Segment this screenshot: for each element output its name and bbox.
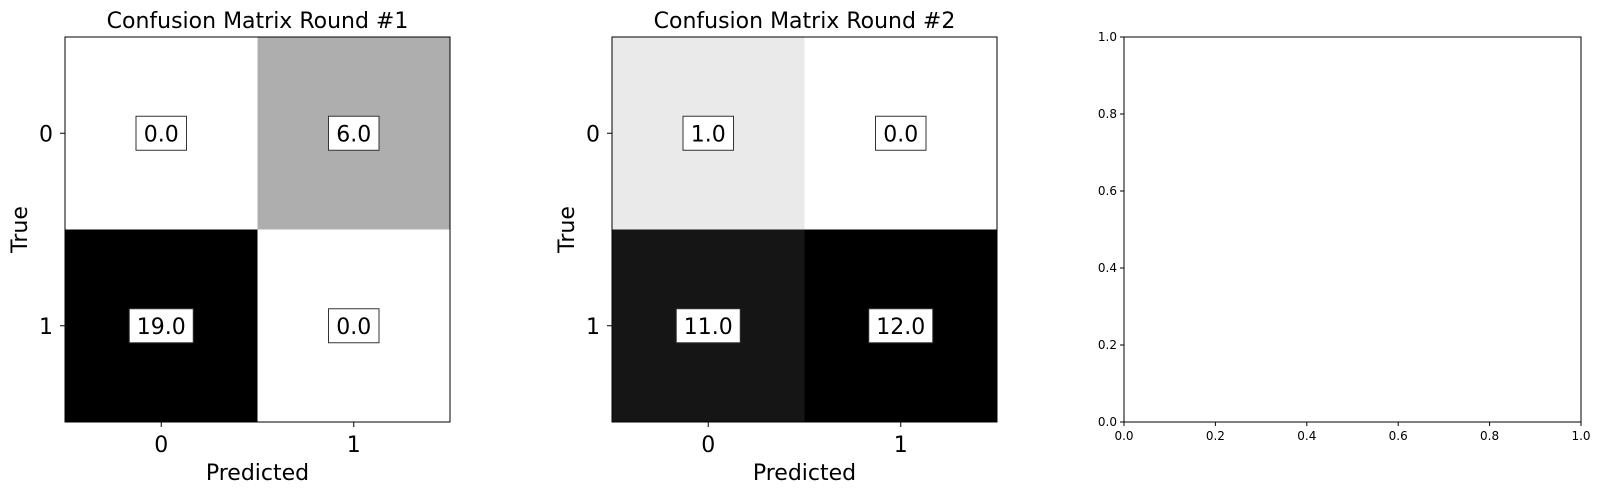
heatmap-panel-1: 0.0 6.0 19.0 0.0 0 1 0 1 Confusion Matrix Round … [8, 9, 451, 486]
heatmap-panel-2: 1.0 0.0 11.0 12.0 0 1 0 1 Confusion Matrix Round… [555, 9, 998, 486]
y-axis-label: True [555, 206, 580, 254]
x-tick-label: 1.0 [1571, 429, 1590, 443]
x-axis-label: Predicted [206, 461, 309, 486]
axes-frame [611, 36, 998, 423]
cell-label-box [868, 308, 934, 344]
y-tick-label: 0.6 [1098, 184, 1117, 198]
y-tick-label: 1 [39, 315, 53, 340]
empty-axes-panel: 0.0 0.2 0.4 0.6 0.8 1.0 0.0 0.2 0.4 0.6 0.8 1.0 [1098, 30, 1591, 443]
cell-label-box [328, 115, 380, 151]
x-axis-label: Predicted [753, 461, 856, 486]
x-tick-label: 0 [701, 433, 715, 458]
y-tick-label: 0.8 [1098, 107, 1117, 121]
y-tick-label: 0 [39, 122, 53, 147]
cell-value-label: 0.0 [336, 315, 371, 340]
cell-label-box [682, 115, 734, 151]
cell-value-label: 0.0 [144, 122, 179, 147]
chart-title: Confusion Matrix Round #2 [654, 9, 956, 34]
cell-label-box [875, 115, 927, 151]
x-tick-label: 0 [154, 433, 168, 458]
axes-frame [1123, 36, 1582, 423]
cell-label-box [128, 308, 194, 344]
x-tick-label: 0.6 [1389, 429, 1408, 443]
y-tick-label: 0.2 [1098, 338, 1117, 352]
x-tick-label: 0.4 [1297, 429, 1316, 443]
cell-value-label: 19.0 [137, 315, 186, 340]
x-tick-label: 1 [894, 433, 908, 458]
y-tick-label: 0.0 [1098, 415, 1117, 429]
y-tick-label: 1 [586, 315, 600, 340]
x-tick-label: 0.8 [1480, 429, 1499, 443]
y-tick-label: 1.0 [1098, 30, 1117, 44]
x-tick-label: 0.0 [1114, 429, 1133, 443]
y-tick-label: 0 [586, 122, 600, 147]
cell-value-label: 12.0 [876, 315, 925, 340]
y-axis-label: True [8, 206, 33, 254]
y-tick-label: 0.4 [1098, 261, 1117, 275]
cell-value-label: 0.0 [883, 122, 918, 147]
axes-frame [64, 36, 451, 423]
cell-value-label: 11.0 [684, 315, 733, 340]
cell-label-box [328, 308, 380, 344]
cell-value-label: 6.0 [336, 122, 371, 147]
cell-label-box [135, 115, 187, 151]
cell-value-label: 1.0 [691, 122, 726, 147]
x-tick-label: 1 [347, 433, 361, 458]
chart-title: Confusion Matrix Round #1 [107, 9, 409, 34]
x-tick-label: 0.2 [1206, 429, 1225, 443]
cell-label-box [675, 308, 741, 344]
